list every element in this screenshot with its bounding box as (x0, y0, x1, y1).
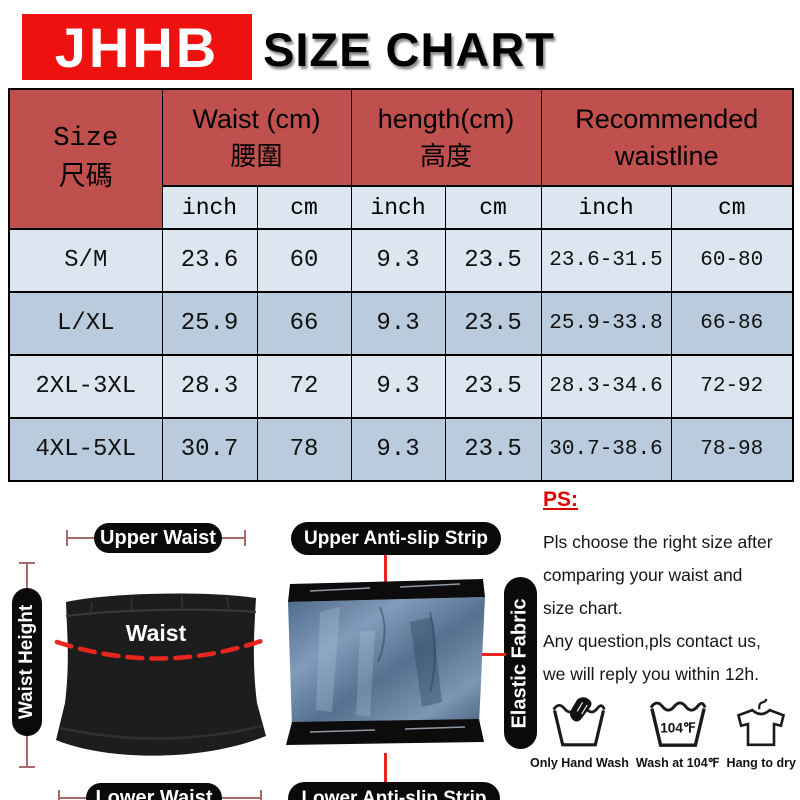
table-cell: 30.7 (161, 417, 258, 482)
unit-header: cm (670, 185, 794, 230)
col-header-recommended: Recommended waistline (540, 88, 794, 187)
table-cell: 9.3 (350, 417, 446, 482)
care-item-hang-dry: Hang to dry (727, 695, 796, 770)
table-cell: 25.9 (161, 291, 258, 356)
size-table: Size 尺碼 Waist (cm) 腰圍 hength(cm) 高度 Reco… (8, 88, 795, 482)
size-cell: 4XL-5XL (8, 417, 163, 482)
table-units-row: inch cm inch cm inch cm (9, 185, 794, 230)
unit-header: cm (444, 185, 542, 230)
table-row: S/M 23.6 60 9.3 23.5 23.6-31.5 60-80 (8, 228, 794, 293)
upper-waist-label: Upper Waist (94, 523, 222, 553)
care-item-wash-temp: 104℉ Wash at 104℉ (636, 694, 720, 770)
table-cell: 23.6-31.5 (540, 228, 672, 293)
size-column-header: Size 尺碼 (8, 88, 163, 230)
waist-header-zh: 腰圍 (230, 140, 283, 171)
table-header-row: Size 尺碼 Waist (cm) 腰圍 hength(cm) 高度 Reco… (8, 88, 794, 230)
table-cell: 28.3 (161, 354, 258, 419)
size-header-en: Size (53, 124, 119, 154)
size-header-zh: 尺碼 (58, 164, 113, 194)
care-label: Hang to dry (726, 756, 796, 770)
table-cell: 72 (256, 354, 352, 419)
care-label: Wash at 104℉ (635, 756, 720, 770)
lower-waist-label: Lower Waist (86, 783, 222, 800)
table-cell: 60-80 (670, 228, 794, 293)
unit-header: inch (161, 185, 258, 230)
care-item-hand-wash: Only Hand Wash (530, 695, 629, 770)
wash-temp-value: 104℉ (660, 721, 696, 736)
table-cell: 78-98 (670, 417, 794, 482)
table-cell: 66 (256, 291, 352, 356)
unit-header: cm (256, 185, 352, 230)
size-cell: S/M (8, 228, 163, 293)
page-title: SIZE CHART (263, 23, 555, 76)
table-cell: 60 (256, 228, 352, 293)
table-row: 4XL-5XL 30.7 78 9.3 23.5 30.7-38.6 78-98 (8, 417, 794, 482)
connector-line-elastic (482, 653, 506, 656)
ps-line: Pls choose the right size after (543, 532, 773, 552)
size-cell: L/XL (8, 291, 163, 356)
table-cell: 23.5 (444, 291, 542, 356)
col-header-height: hength(cm) 高度 (350, 88, 542, 187)
table-cell: 9.3 (350, 291, 446, 356)
brand-logo: JHHB (22, 14, 252, 80)
height-header-zh: 高度 (420, 140, 473, 171)
blue-inner-fabric-image (286, 579, 485, 745)
unit-header: inch (540, 185, 672, 230)
table-cell: 28.3-34.6 (540, 354, 672, 419)
ps-line: size chart. (543, 598, 623, 618)
table-row: 2XL-3XL 28.3 72 9.3 23.5 28.3-34.6 72-92 (8, 354, 794, 419)
lower-anti-slip-label: Lower Anti-slip Strip (288, 782, 500, 800)
size-cell: 2XL-3XL (8, 354, 163, 419)
table-cell: 72-92 (670, 354, 794, 419)
upper-anti-slip-label: Upper Anti-slip Strip (291, 522, 501, 555)
care-label: Only Hand Wash (530, 756, 629, 770)
table-row: L/XL 25.9 66 9.3 23.5 25.9-33.8 66-86 (8, 291, 794, 356)
elastic-fabric-label: Elastic Fabric (504, 577, 537, 749)
waist-height-label: Waist Height (12, 588, 42, 736)
recommended-header-line1: Recommended (575, 103, 759, 134)
height-header-en: hength(cm) (377, 103, 515, 134)
care-instructions: Only Hand Wash 104℉ Wash at 104℉ Hang to… (530, 694, 796, 770)
table-cell: 9.3 (350, 228, 446, 293)
ps-line: comparing your waist and (543, 565, 743, 585)
table-cell: 23.5 (444, 417, 542, 482)
table-cell: 78 (256, 417, 352, 482)
recommended-header-line2: waistline (614, 140, 719, 171)
black-waistband-image: Waist (54, 593, 267, 756)
unit-header: inch (350, 185, 446, 230)
connector-line-upper-strip (384, 555, 387, 589)
ps-line: we will reply you within 12h. (543, 664, 759, 684)
waist-header-en: Waist (cm) (192, 103, 321, 134)
wash-temp-icon: 104℉ (649, 701, 707, 747)
connector-line-lower-strip (384, 753, 387, 785)
table-cell: 23.5 (444, 354, 542, 419)
table-cell: 23.6 (161, 228, 258, 293)
ps-line: Any question,pls contact us, (543, 631, 761, 651)
col-header-waist: Waist (cm) 腰圍 (161, 88, 352, 187)
elastic-fabric-text: Elastic Fabric (509, 597, 531, 729)
ps-heading: PS: (543, 488, 579, 511)
waist-label: Waist (126, 620, 187, 646)
ps-note: Pls choose the right size after comparin… (543, 526, 799, 691)
waist-height-text: Waist Height (16, 604, 38, 720)
table-cell: 23.5 (444, 228, 542, 293)
table-cell: 25.9-33.8 (540, 291, 672, 356)
table-cell: 66-86 (670, 291, 794, 356)
table-cell: 30.7-38.6 (540, 417, 672, 482)
table-cell: 9.3 (350, 354, 446, 419)
hand-wash-icon (552, 697, 607, 747)
hang-dry-icon (737, 698, 786, 747)
waist-dashed-line (54, 637, 267, 661)
